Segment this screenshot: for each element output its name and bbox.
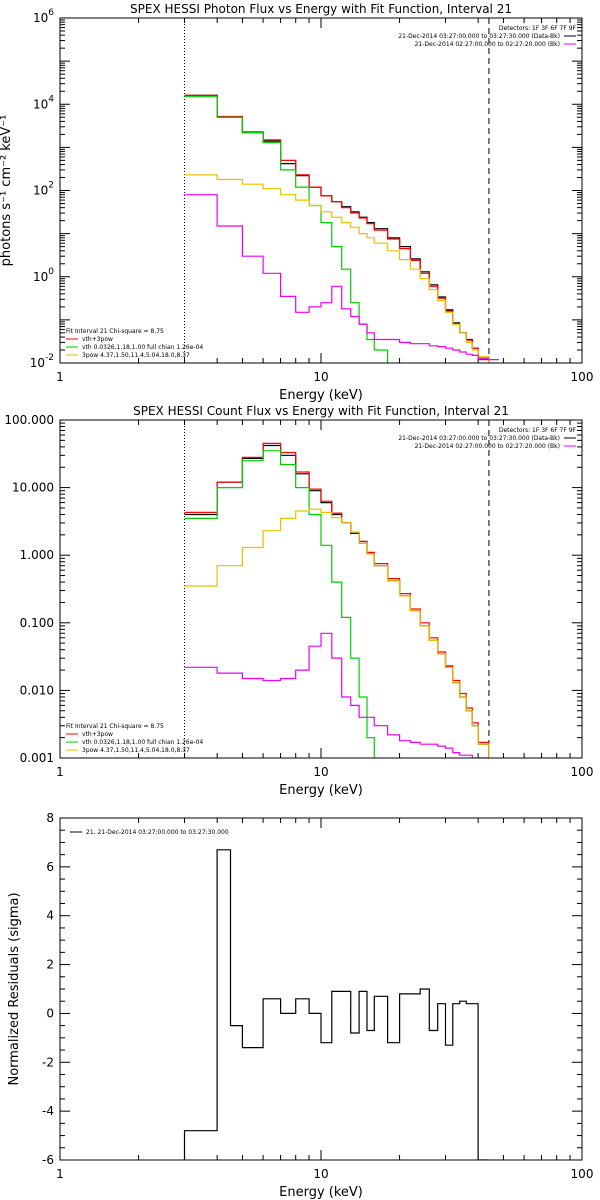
x-tick-label: 100 [571,370,594,384]
x-tick-label: 1 [56,370,64,384]
series-line-3 [184,96,389,363]
x-tick-label: 10 [313,765,328,779]
y-tick-label: 8 [46,811,54,825]
y-tick-label: -4 [42,1104,54,1118]
x-axis-label: Energy (keV) [279,1185,363,1200]
y-tick-label: 6 [46,860,54,874]
x-minor-ticks [59,18,571,363]
legend-header: Fit Interval 21 Chi-square = 8.75 [66,328,164,335]
series-line-5 [184,632,490,758]
legend-entry: 21-Dec-2014 03:27:00.000 to 03:27:30.000… [398,435,560,442]
series-line-2 [184,94,490,363]
y-tick-label: 0 [46,1006,54,1020]
legend-entry: 3pow 4.37,1.50,11.4,5.04,18.0,8.37 [82,747,190,754]
y-tick-exponent: 6 [48,8,54,18]
legend-entry: 21. 21-Dec-2014 03:27:00.000 to 03:27:30… [86,829,229,836]
y-tick-label: -2 [42,1055,54,1069]
x-tick-label: 10 [313,370,328,384]
x-axis-label: Energy (keV) [279,783,363,798]
y-tick-label: 100 [33,267,54,284]
y-tick-label: 10-2 [30,353,54,370]
x-minor-ticks [59,818,571,1160]
y-tick-label: 0.100 [20,616,54,630]
legend-top-left: 21. 21-Dec-2014 03:27:00.000 to 03:27:30… [70,829,229,836]
y-tick-label: 1.000 [20,548,54,562]
plot-frame [59,419,583,759]
x-tick-label: 1 [56,1167,64,1181]
series-line-4 [184,508,490,758]
series-line-1 [184,94,490,363]
legend-entry: vth 0.0326,1.18,1.00 full chian 1.26e-04 [82,739,203,746]
chart-1: SPEX HESSI Photon Flux vs Energy with Fi… [0,2,594,403]
y-tick-label: 102 [33,181,54,198]
y-tick-label: 10.000 [12,481,54,495]
legend-bottom-left: Fit Interval 21 Chi-square = 8.75vth+3po… [66,328,203,359]
x-tick-label: 10 [313,1167,328,1181]
series-group [184,94,499,363]
x-minor-ticks [59,420,571,758]
y-tick-exponent: 4 [48,94,54,104]
legend-bottom-left: Fit Interval 21 Chi-square = 8.75vth+3po… [66,723,203,754]
legend-header: Fit Interval 21 Chi-square = 8.75 [66,723,164,730]
y-tick-label: 104 [33,94,54,111]
y-axis-label: Normalized Residuals (sigma) [7,892,22,1085]
legend-entry: vth+3pow [82,336,113,343]
chart-title: SPEX HESSI Count Flux vs Energy with Fit… [133,404,509,418]
y-tick-exponent: -2 [45,353,54,363]
y-tick-label: 0.010 [20,683,54,697]
legend-entry: Detectors: 1F 3F 6F 7F 9F [499,25,577,32]
series-line-4 [184,174,499,363]
x-tick-label: 1 [56,765,64,779]
y-tick-label: 106 [33,8,54,25]
x-tick-label: 100 [571,1167,594,1181]
series-line-1 [183,849,489,1160]
chart-2: SPEX HESSI Count Flux vs Energy with Fit… [4,404,594,798]
y-tick-exponent: 0 [48,267,54,277]
series-line-3 [184,450,375,758]
series-group [184,442,490,758]
legend-entry: 21-Dec-2014 03:27:00.000 to 03:27:30.000… [398,33,560,40]
chart-3: Energy (keV) Normalized Residuals (sigma)… [7,811,593,1200]
series-line-5 [184,194,499,361]
y-tick-label: 4 [46,909,54,923]
y-tick-label: -6 [42,1153,54,1167]
legend-entry: 21-Dec-2014 02:27:00.000 to 02:27:20.000… [415,443,560,450]
plot-frame [59,817,583,1161]
legend-entry: 21-Dec-2014 02:27:00.000 to 02:27:20.000… [415,41,560,48]
plot-frame [59,17,583,364]
series-group [183,849,489,1160]
y-tick-label: 0.001 [20,751,54,765]
legend-entry: vth+3pow [82,731,113,738]
legend-entry: Detectors: 1F 3F 6F 7F 9F [499,427,577,434]
y-tick-label: 2 [46,958,54,972]
y-tick-exponent: 2 [48,181,54,191]
y-tick-label: 100.000 [4,413,54,427]
legend-entry: vth 0.0326,1.18,1.00 full chian 1.26e-04 [82,344,203,351]
chart-title: SPEX HESSI Photon Flux vs Energy with Fi… [130,2,512,16]
y-axis-label: photons s⁻¹ cm⁻² keV⁻¹ [0,115,14,267]
x-axis-label: Energy (keV) [279,388,363,403]
x-tick-label: 100 [571,765,594,779]
legend-entry: 3pow 4.37,1.50,11.4,5.04,18.0,8.37 [82,352,190,359]
